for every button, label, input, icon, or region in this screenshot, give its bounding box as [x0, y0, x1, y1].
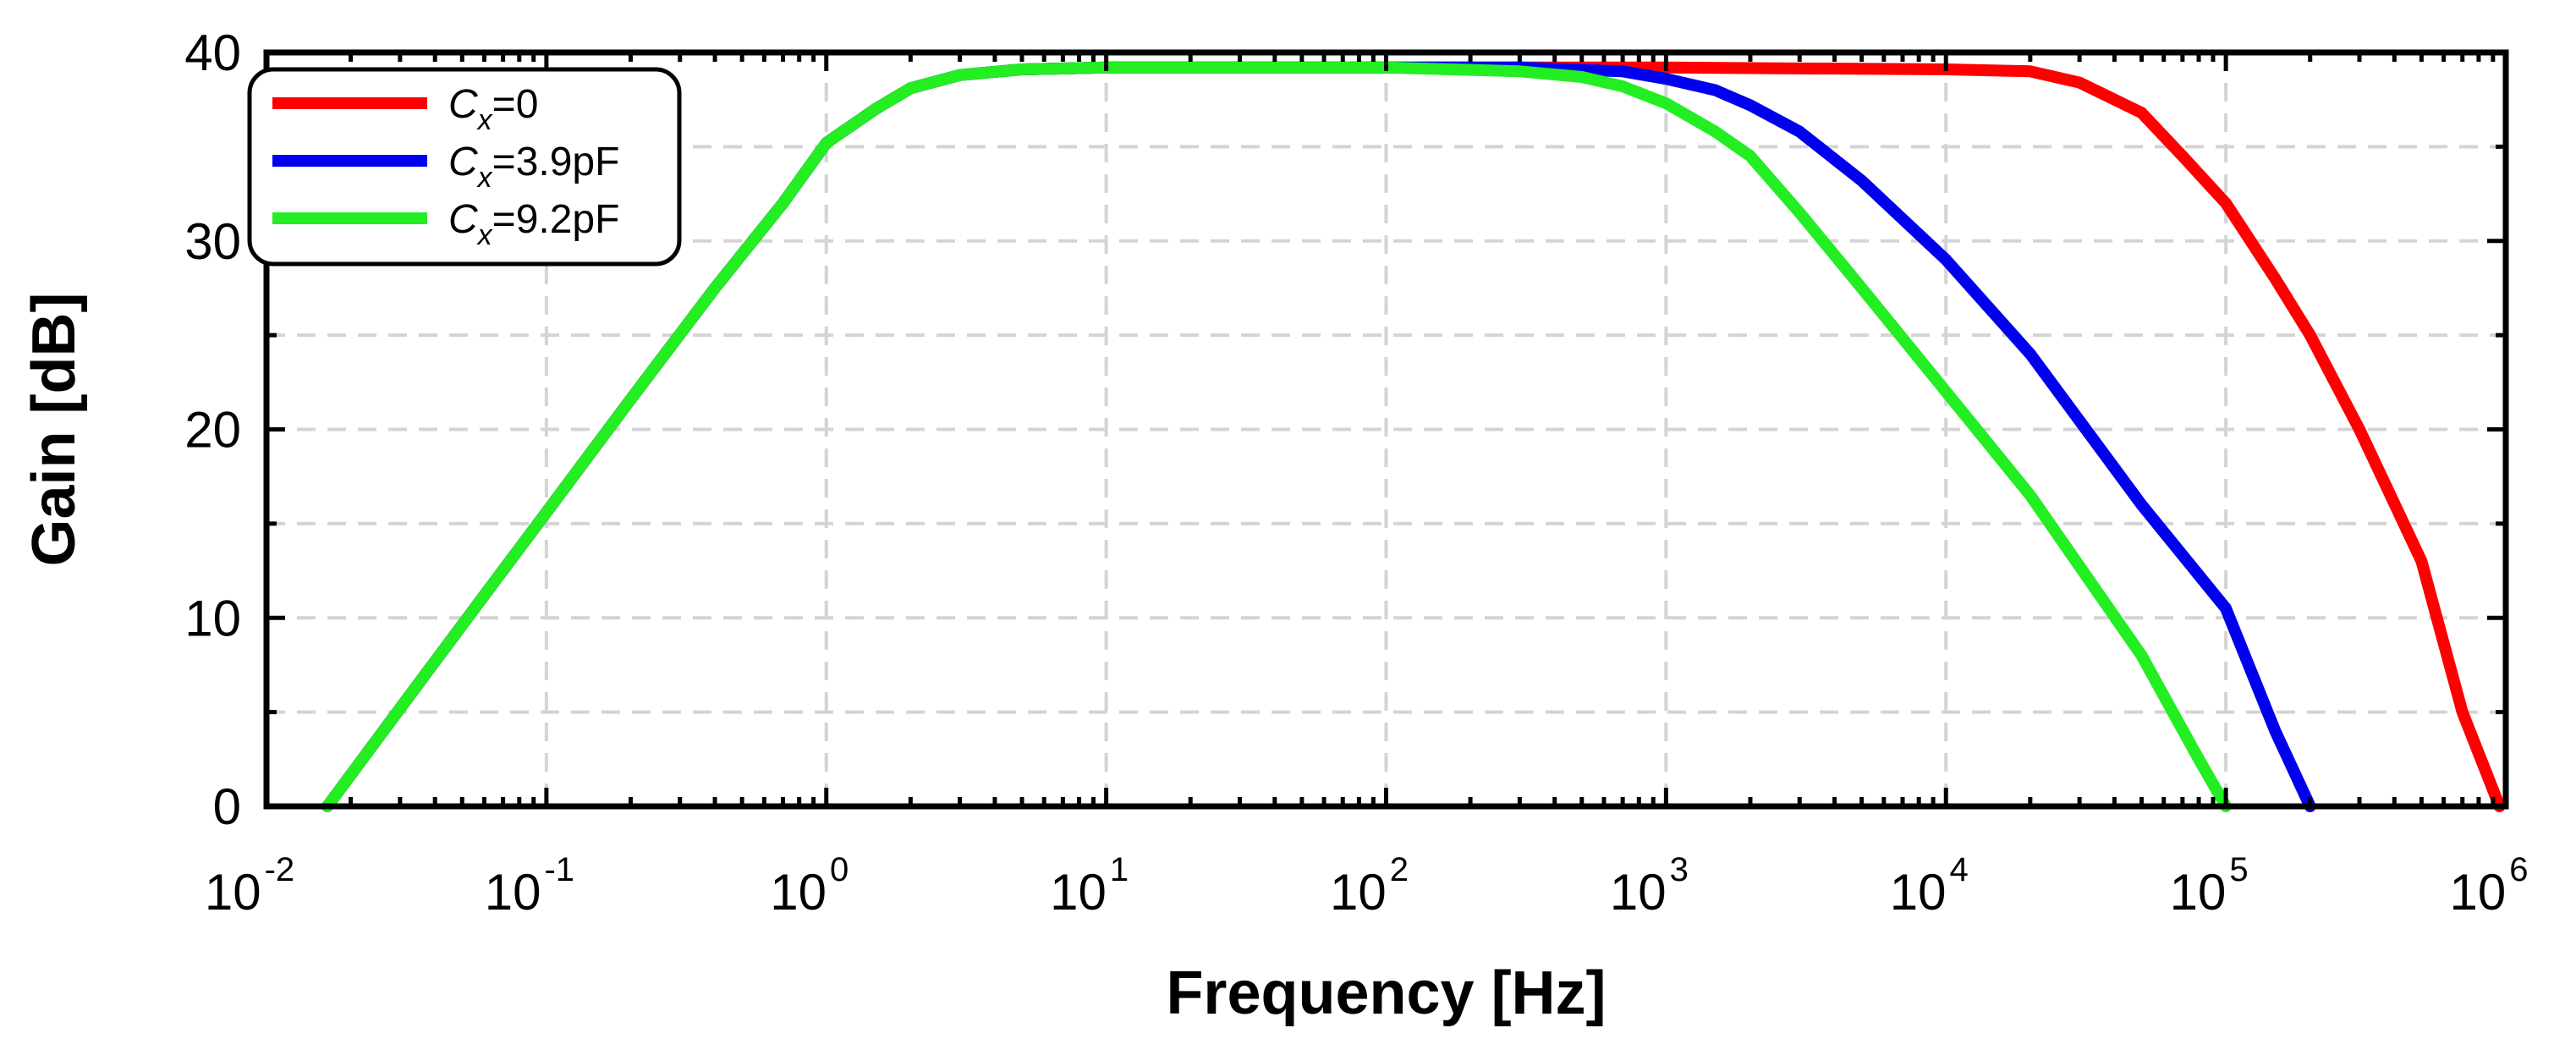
y-tick-label: 20: [184, 402, 241, 459]
x-axis-title: Frequency [Hz]: [1166, 959, 1606, 1027]
x-tick-label: 10 0: [770, 851, 849, 921]
y-tick-labels: 0 10 20 30 40: [184, 25, 241, 835]
x-tick-label: 10 1: [1050, 851, 1129, 921]
x-tick-label: 10 5: [2170, 851, 2249, 921]
legend-label: Cx=9.2pF: [448, 197, 619, 251]
x-tick-label: 10 4: [1890, 851, 1969, 921]
tick-marks: [264, 50, 2508, 809]
y-tick-label: 10: [184, 590, 241, 646]
y-tick-label: 40: [184, 25, 241, 81]
y-axis-title: Gain [dB]: [20, 293, 88, 567]
y-tick-label: 30: [184, 213, 241, 270]
y-tick-label: 0: [213, 778, 241, 835]
x-tick-label: 10 6: [2450, 851, 2529, 921]
x-tick-label: 10 2: [1330, 851, 1409, 921]
x-tick-label: 10 -1: [485, 851, 574, 921]
legend-label: Cx=0: [448, 82, 538, 136]
x-tick-labels: 10 -2 10 -1 10 0 10 1 10 2 10 3 10 4 10 5 10 6: [205, 851, 2529, 921]
x-tick-label: 10 -2: [205, 851, 294, 921]
x-tick-label: 10 3: [1610, 851, 1689, 921]
legend-label: Cx=3.9pF: [448, 140, 619, 194]
